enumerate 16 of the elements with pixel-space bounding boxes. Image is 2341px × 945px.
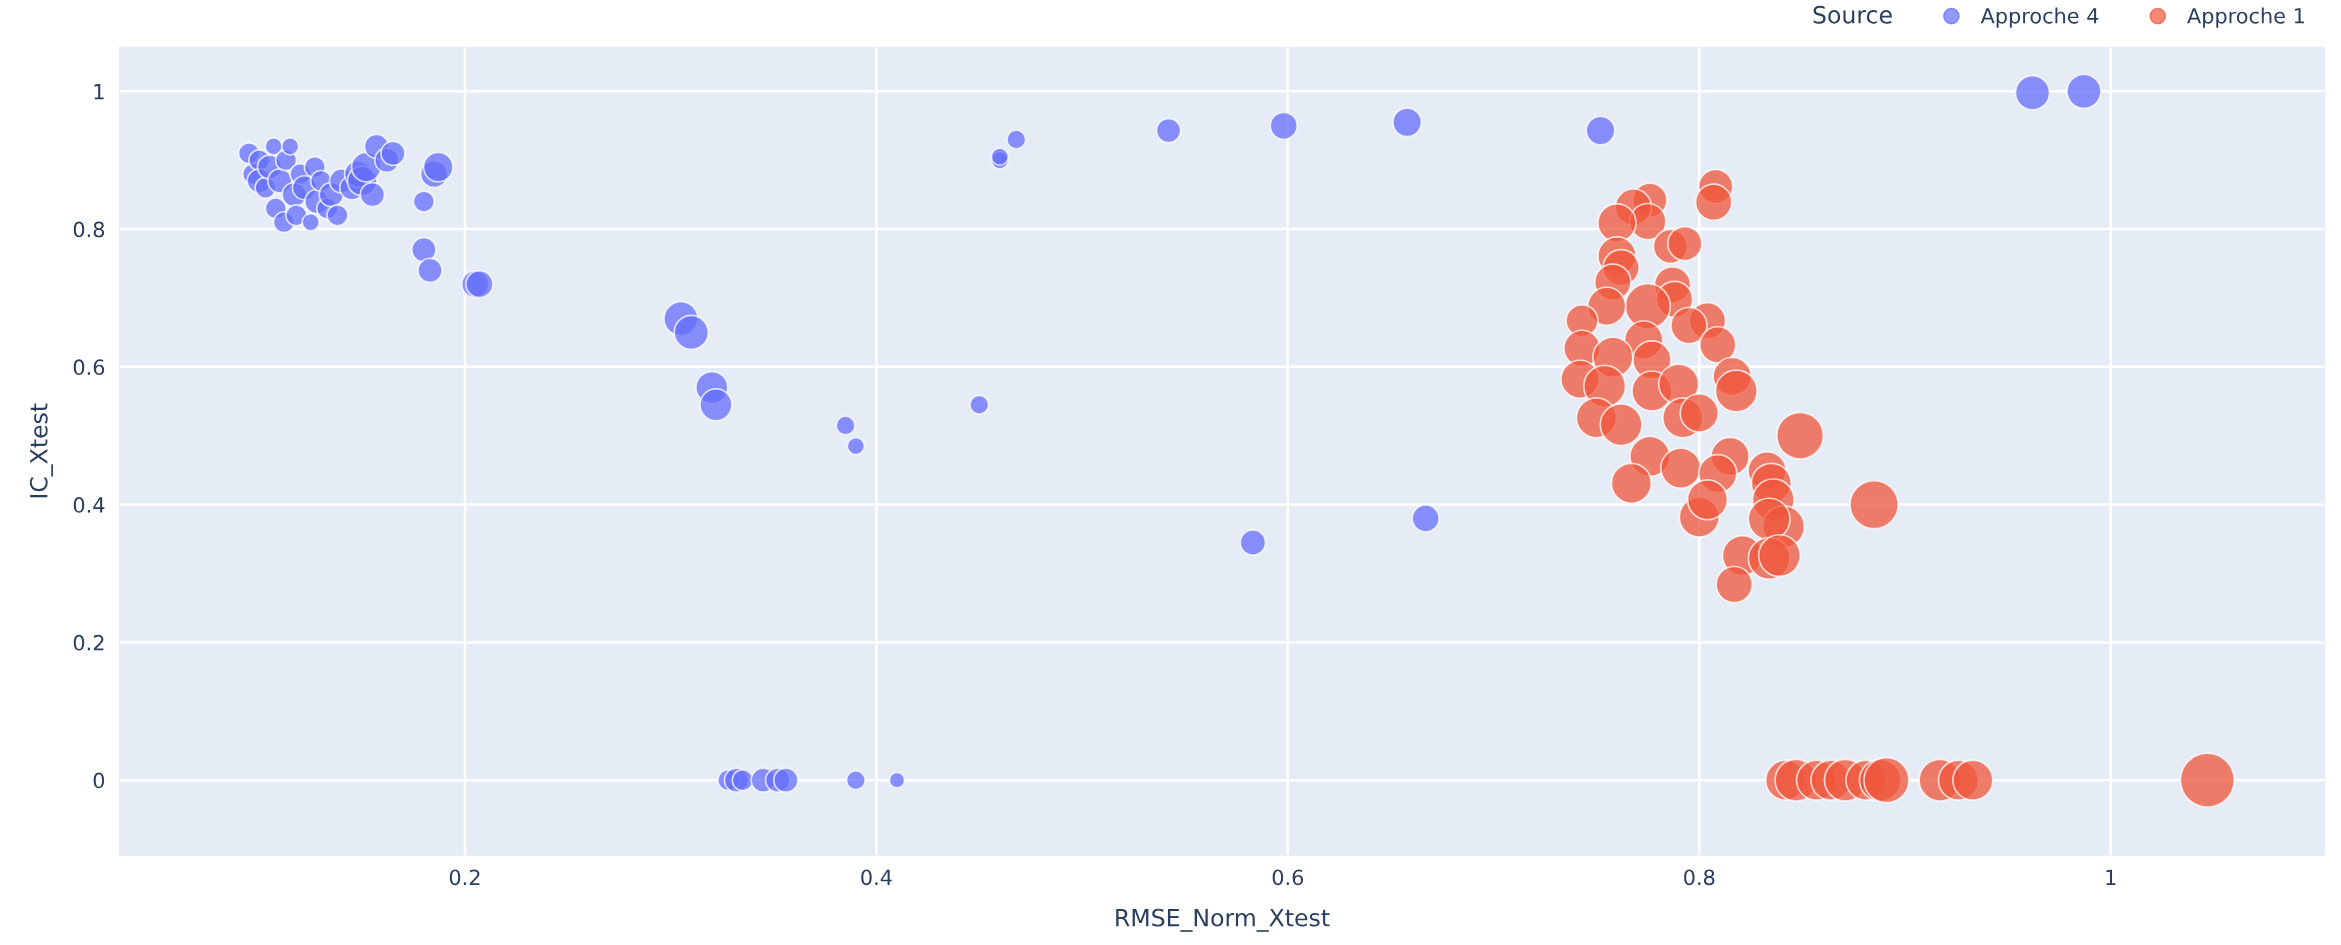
y-axis-title: IC_Xtest bbox=[29, 403, 53, 498]
y-tick-label: 0.2 bbox=[73, 634, 104, 651]
legend-label: Approche 1 bbox=[2187, 7, 2304, 28]
x-axis-title: RMSE_Norm_Xtest bbox=[1116, 908, 1330, 932]
legend-label: Approche 4 bbox=[1980, 7, 2099, 28]
y-tick-label: 0 bbox=[93, 772, 105, 789]
y-tick-label: 0.8 bbox=[73, 221, 105, 238]
x-tick-label: 0.8 bbox=[1684, 869, 1715, 886]
y-tick-label: 1 bbox=[94, 84, 104, 100]
y-tick-label: 0.6 bbox=[73, 359, 105, 376]
legend-title: Source bbox=[1813, 5, 1892, 24]
x-tick-label: 0.2 bbox=[449, 869, 480, 886]
y-tick-label: 0.4 bbox=[73, 497, 105, 513]
x-tick-label: 0.4 bbox=[861, 869, 892, 886]
x-tick-label: 0.6 bbox=[1272, 869, 1304, 886]
x-tick-label: 1 bbox=[2106, 869, 2116, 885]
